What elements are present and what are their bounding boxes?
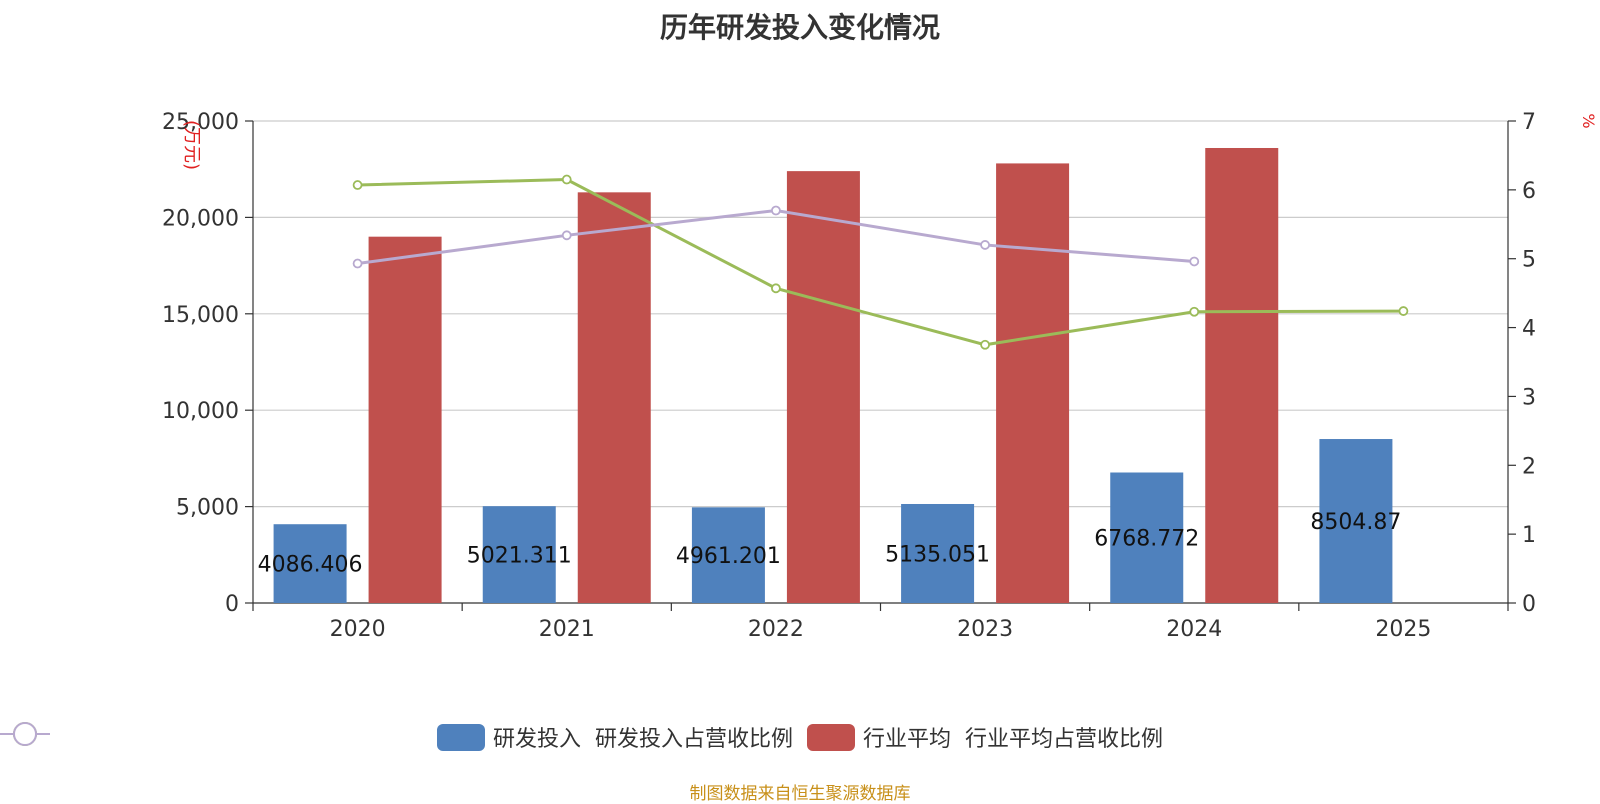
bar-data-label: 5021.311 (467, 544, 572, 569)
legend-item[interactable]: 研发投入 (436, 721, 581, 753)
bar-industry-average (996, 163, 1070, 603)
left-axis-tick-label: 15,000 (162, 303, 239, 328)
data-point-rd-ratio (561, 174, 572, 185)
data-point-rd-ratio (1398, 306, 1409, 316)
legend-label: 行业平均占营收比例 (965, 727, 1164, 752)
chart-legend: 研发投入 研发投入占营收比例 行业平均 行业平均占营收比例 (0, 720, 1600, 754)
x-axis-tick-label: 2022 (748, 617, 804, 642)
right-axis-tick-label: 4 (1522, 317, 1536, 342)
x-axis-tick-label: 2020 (330, 617, 386, 642)
legend-bar-swatch (436, 723, 485, 751)
right-axis-tick-label: 3 (1522, 385, 1536, 410)
data-point-industry-ratio (561, 230, 572, 241)
data-point-industry-ratio (980, 240, 990, 250)
x-axis-tick-label: 2025 (1375, 617, 1431, 642)
left-axis-unit-label: (万元) (181, 120, 202, 170)
right-axis-tick-label: 0 (1522, 592, 1536, 617)
x-axis-tick-label: 2021 (539, 617, 595, 642)
left-axis-tick-label: 5,000 (176, 496, 239, 521)
data-point-rd-ratio (980, 339, 990, 350)
right-axis-tick-label: 2 (1522, 454, 1536, 479)
data-point-industry-ratio (1189, 256, 1200, 267)
bar-industry-average (1205, 147, 1279, 603)
legend-label: 研发投入占营收比例 (594, 727, 793, 752)
bar-industry-average (577, 192, 651, 603)
bar-data-label: 4961.201 (676, 544, 781, 569)
x-axis-tick-label: 2023 (957, 617, 1013, 642)
legend-item[interactable]: 行业平均 (807, 721, 951, 753)
right-axis-tick-label: 1 (1522, 523, 1536, 548)
chart-title: 历年研发投入变化情况 (659, 11, 940, 44)
bar-rd-investment (691, 507, 765, 603)
legend-label: 行业平均 (863, 727, 952, 752)
legend-label: 研发投入 (492, 727, 581, 752)
data-point-rd-ratio (771, 283, 781, 294)
legend-line-swatch (0, 722, 50, 746)
series-line-rd-ratio (357, 178, 1404, 347)
bar-rd-investment (273, 524, 347, 603)
bar-rd-investment (1110, 472, 1184, 603)
data-source-note: 制图数据来自恒生聚源数据库 (689, 784, 911, 804)
data-point-industry-ratio (771, 205, 781, 216)
right-axis-tick-label: 7 (1522, 110, 1536, 135)
chart-plot: 0 5,000 10,000 15,000 20,000 25,000 0 1 2 3 4 5 6 7 (万… (162, 110, 1598, 642)
bar-data-label: 6768.772 (1094, 527, 1199, 552)
data-point-rd-ratio (1189, 306, 1200, 317)
bar-rd-investment (901, 503, 975, 603)
legend-item[interactable]: 行业平均占营收比例 (0, 721, 1164, 753)
data-point-industry-ratio (352, 258, 363, 269)
left-axis-tick-label: 0 (225, 592, 239, 617)
bar-data-label: 8504.87 (1310, 510, 1401, 535)
left-axis-tick-label: 20,000 (162, 206, 239, 231)
bar-industry-average (786, 171, 860, 604)
legend-bar-swatch (807, 723, 855, 751)
bar-data-label: 4086.406 (258, 553, 363, 578)
left-axis-tick-label: 10,000 (162, 399, 239, 424)
x-axis-tick-label: 2024 (1166, 617, 1222, 642)
left-axis-tick-label: 25,000 (162, 110, 239, 135)
right-axis-tick-label: 6 (1522, 179, 1536, 204)
right-axis-unit-label: % (1579, 113, 1598, 128)
bar-data-label: 5135.051 (885, 542, 990, 567)
legend-item[interactable]: 研发投入占营收比例 (0, 721, 793, 753)
right-axis-tick-label: 5 (1522, 248, 1536, 273)
bar-industry-average (368, 236, 442, 603)
bar-rd-investment (1319, 439, 1393, 603)
bar-rd-investment (482, 506, 556, 603)
data-point-rd-ratio (352, 180, 363, 190)
